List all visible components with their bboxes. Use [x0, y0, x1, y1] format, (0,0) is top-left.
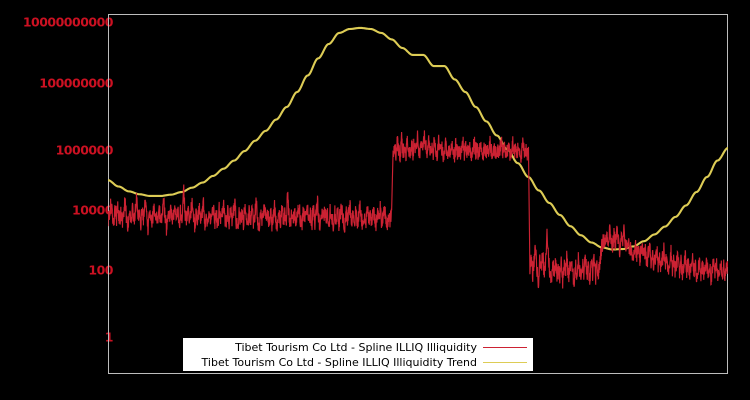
y-tick-label-1e2: 100 — [88, 262, 113, 278]
plot-area-frame — [108, 14, 728, 374]
legend-entry-trend: Tibet Tourism Co Ltd - Spline ILLIQ Illi… — [183, 355, 527, 370]
legend-swatch-trend — [483, 361, 527, 363]
y-tick-label-1e0: 1 — [104, 329, 114, 345]
legend: Tibet Tourism Co Ltd - Spline ILLIQ Illi… — [183, 338, 533, 371]
y-tick-label-1e6: 1000000 — [55, 142, 114, 158]
legend-swatch-illiquidity — [483, 346, 527, 348]
legend-label-trend: Tibet Tourism Co Ltd - Spline ILLIQ Illi… — [201, 355, 477, 369]
chart-canvas — [108, 26, 728, 289]
y-tick-label-1e8: 100000000 — [39, 75, 113, 91]
y-tick-label-1e4: 10000 — [72, 202, 114, 218]
legend-entry-illiquidity: Tibet Tourism Co Ltd - Spline ILLIQ Illi… — [183, 340, 527, 355]
legend-label-illiquidity: Tibet Tourism Co Ltd - Spline ILLIQ Illi… — [235, 340, 477, 354]
series-trend-line — [108, 26, 728, 251]
y-tick-label-1e10: 10000000000 — [22, 14, 114, 30]
series-illiquidity-line — [108, 130, 728, 289]
